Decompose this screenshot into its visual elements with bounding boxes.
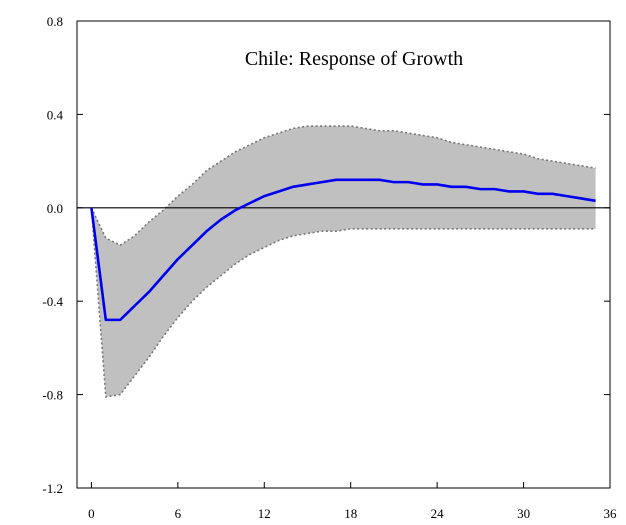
lower-band-line [90,207,596,398]
response-line-layer [77,178,610,322]
y-tick-label: -1.2 [42,481,63,496]
x-tick-label: 6 [175,506,182,521]
y-tick-label: -0.8 [42,388,63,403]
x-tick-label: 0 [88,506,95,521]
axis-layer: 0.8 0.4 0.0 -0.4 -0.8 -1.2 0 6 12 18 24 30 36 [42,14,617,521]
y-tick-label: 0.8 [47,14,63,29]
response-line [90,178,596,322]
plot-frame [76,20,611,489]
x-tick-label: 36 [604,506,618,521]
upper-band-line [90,125,596,247]
chart-title: Chile: Response of Growth [245,48,463,70]
y-tick-label: 0.0 [47,201,63,216]
x-tick-label: 24 [431,506,445,521]
x-tick-label: 12 [258,506,271,521]
y-tick-label: 0.4 [47,107,64,122]
confidence-band-area [91,126,596,397]
confidence-band-layer [90,125,596,398]
x-tick-label: 18 [344,506,357,521]
y-tick-label: -0.4 [42,294,63,309]
x-tick-label: 30 [517,506,530,521]
